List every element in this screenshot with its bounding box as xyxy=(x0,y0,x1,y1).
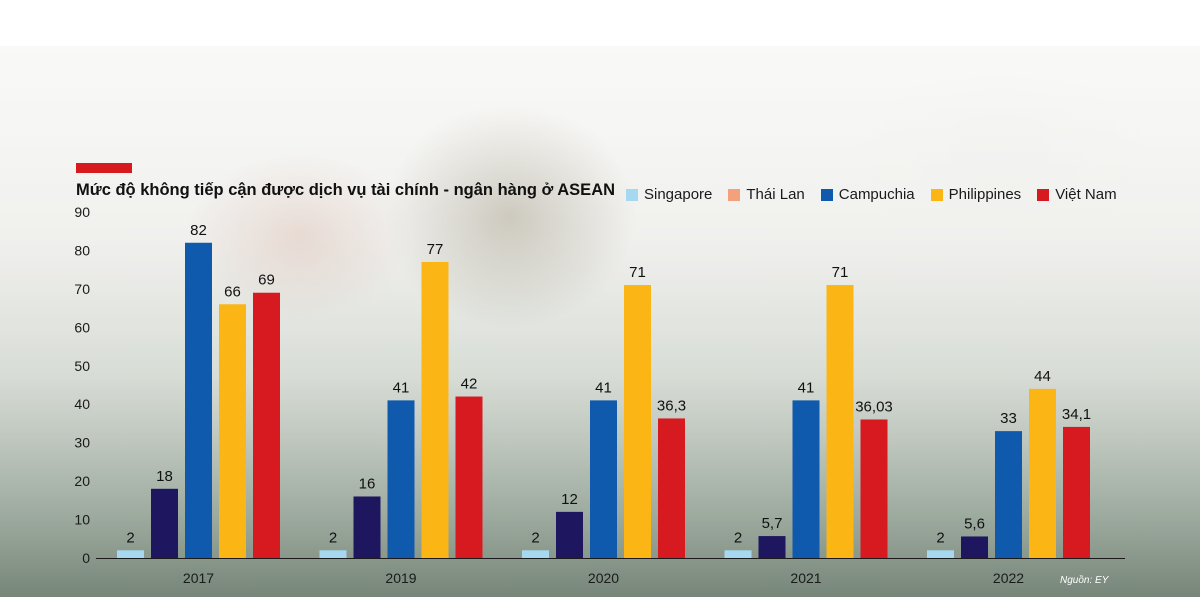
bar xyxy=(1029,388,1056,558)
legend-item-viet-nam: Việt Nam xyxy=(1037,186,1117,203)
y-tick-label: 20 xyxy=(74,473,90,489)
x-tick-label: 2020 xyxy=(588,570,619,586)
bar xyxy=(151,488,178,558)
title-accent-bar xyxy=(76,163,132,173)
legend-item-philippines: Philippines xyxy=(930,186,1022,203)
bar-value-label: 5,7 xyxy=(762,515,783,532)
bar xyxy=(927,550,954,558)
bar xyxy=(860,419,888,558)
x-tick-label: 2022 xyxy=(993,570,1024,586)
y-tick-label: 40 xyxy=(74,396,90,412)
bar-value-label: 2 xyxy=(531,529,539,546)
bar-value-label: 2 xyxy=(126,529,134,546)
bar-value-label: 41 xyxy=(393,379,410,396)
bar xyxy=(724,550,752,558)
chart-title: Mức độ không tiếp cận được dịch vụ tài c… xyxy=(76,181,616,199)
bar xyxy=(556,511,583,558)
legend-label: Việt Nam xyxy=(1055,186,1117,203)
bar-value-label: 41 xyxy=(798,379,815,396)
legend-swatch xyxy=(930,188,943,201)
bar-value-label: 12 xyxy=(561,491,578,508)
bar xyxy=(253,292,280,558)
bar-value-label: 42 xyxy=(461,376,478,393)
legend-swatch xyxy=(626,188,638,201)
bar xyxy=(319,550,347,558)
legend-label: Campuchia xyxy=(838,186,915,203)
legend-label: Philippines xyxy=(948,186,1022,203)
y-tick-label: 0 xyxy=(82,550,90,566)
bar xyxy=(117,550,144,558)
bar-value-label: 33 xyxy=(1000,410,1017,427)
bar xyxy=(455,396,483,558)
top-whitespace xyxy=(0,0,1200,46)
bar-value-label: 36,3 xyxy=(657,397,686,414)
bar xyxy=(387,400,415,558)
bar xyxy=(792,400,820,558)
bar xyxy=(961,536,988,558)
bar-value-label: 2 xyxy=(329,529,337,546)
bar-value-label: 41 xyxy=(595,379,612,396)
bar xyxy=(658,418,685,558)
y-tick-label: 30 xyxy=(74,435,90,451)
bar xyxy=(624,285,651,558)
bar-value-label: 69 xyxy=(258,272,275,289)
bar xyxy=(421,261,449,558)
bar-value-label: 82 xyxy=(190,222,207,239)
bar-value-label: 34,1 xyxy=(1062,406,1091,423)
bar xyxy=(353,496,381,558)
legend-swatch xyxy=(1037,188,1050,201)
x-tick-label: 2019 xyxy=(385,570,416,586)
legend-item-campuchia: Campuchia xyxy=(820,186,915,203)
bar-value-label: 2 xyxy=(734,529,742,546)
legend-label: Thái Lan xyxy=(746,186,805,203)
y-tick-label: 50 xyxy=(74,358,90,374)
bar-value-label: 36,03 xyxy=(855,398,893,415)
y-tick-label: 60 xyxy=(74,319,90,335)
legend-swatch xyxy=(728,188,741,201)
bar-value-label: 66 xyxy=(224,283,241,300)
legend-item-thai-lan: Thái Lan xyxy=(728,186,805,203)
bar-value-label: 5,6 xyxy=(964,515,985,532)
source-note: Nguồn: EY xyxy=(1060,575,1109,586)
bar xyxy=(590,400,617,558)
y-tick-label: 10 xyxy=(74,512,90,528)
y-tick-label: 80 xyxy=(74,242,90,258)
bar xyxy=(219,304,246,558)
bar xyxy=(185,242,212,558)
bar xyxy=(522,550,549,558)
bar xyxy=(995,431,1022,558)
chart-legend: Singapore Thái Lan Campuchia Philippines… xyxy=(626,186,1117,203)
legend-swatch xyxy=(820,188,833,201)
bar-value-label: 71 xyxy=(832,264,849,281)
legend-item-singapore: Singapore xyxy=(626,186,712,203)
bar-value-label: 16 xyxy=(359,475,376,492)
bar-value-label: 44 xyxy=(1034,368,1051,385)
bar-value-label: 2 xyxy=(936,529,944,546)
y-tick-label: 90 xyxy=(74,204,90,220)
bar-value-label: 71 xyxy=(629,264,646,281)
bar xyxy=(1063,426,1090,558)
bar-value-label: 18 xyxy=(156,468,173,485)
bar xyxy=(758,536,786,558)
x-tick-label: 2017 xyxy=(183,570,214,586)
x-tick-label: 2021 xyxy=(790,570,821,586)
y-tick-label: 70 xyxy=(74,281,90,297)
bar-value-label: 77 xyxy=(427,241,444,258)
legend-label: Singapore xyxy=(644,186,713,203)
bar xyxy=(826,285,854,558)
